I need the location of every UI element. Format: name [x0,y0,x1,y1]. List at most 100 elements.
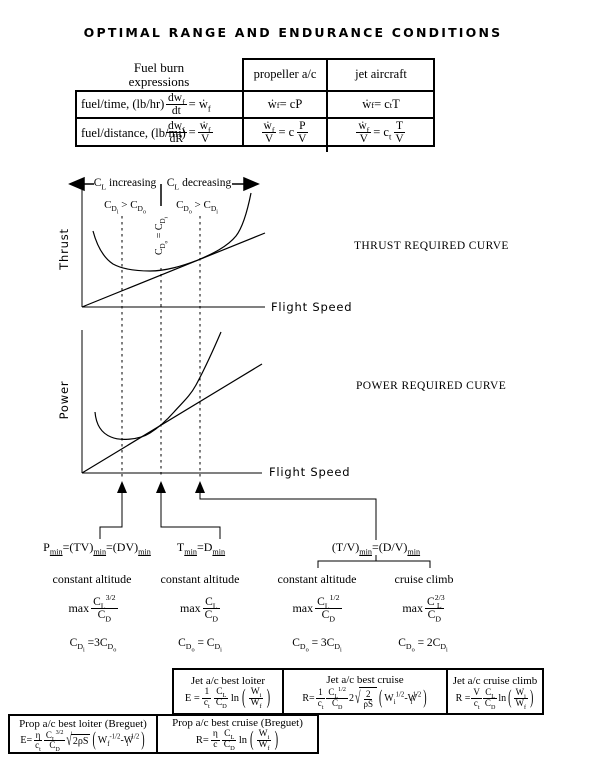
prop-best-cruise-equation: R= η c CL CD ln ( Wi Wf ) [196,729,279,752]
connector-pmin [99,493,123,539]
fraction: V ct [471,687,482,711]
fraction: CL CD [214,686,229,709]
fraction: C2/3L CD [425,594,445,624]
numerator: CL [222,729,237,741]
eq-fuel-distance-propeller: ẇf V = c P V [243,118,327,147]
numerator: CL [214,686,229,699]
jet-best-loiter-box: Jet a/c best loiter E = 1 ct CL CD ln ( … [172,668,284,715]
eq-fuel-distance-jet: ẇf V = ct T V [327,118,435,147]
up-arrow-3 [195,481,205,493]
denominator: CD [321,609,335,624]
thrust-axes [81,185,265,308]
box-title: Jet a/c best cruise [326,673,404,686]
condition-label-3: constant altitude [277,572,357,586]
denominator: V [359,133,368,145]
jet-cruise-climb-box: Jet a/c cruise climb R = V ct CL CD ln (… [446,668,544,715]
fraction: Wi Wf [248,686,264,709]
power-plot [81,331,263,474]
equation-mid: = c [278,125,295,139]
equation-lhs: R= [302,692,315,704]
box-title: Jet a/c cruise climb [452,675,538,688]
tmin-label: Tmin=Dmin [176,540,226,557]
radical-sign: √ [354,688,361,708]
close-paren: ) [423,687,427,709]
numerator: 1 [202,686,212,699]
power-axis-label: Power [57,380,71,420]
fraction: Wi Wf [256,729,272,752]
max-expression-4: max C2/3L CD [378,594,468,624]
connector-tmin [160,493,221,539]
numerator: ẇf [261,119,277,135]
max-expression-2: max CL CD [155,596,245,624]
denominator: ρS [363,699,373,709]
denominator: dR [169,133,184,145]
weight-terms: Wi1/2-Wf1/2 [384,691,422,706]
speed-marker-arrows [117,481,205,493]
numerator: CL3/2 [91,593,118,611]
power-required-curve [94,331,222,440]
thrust-curve-caption: THRUST REQUIRED CURVE [354,240,509,252]
fraction: CL CD [203,596,220,624]
ln-function: ln [230,692,240,704]
cl-arrow-right-head [243,176,260,192]
denominator: CD [223,740,235,752]
square-root: √ 2ρS [66,731,91,750]
ln-function: ln [498,692,507,704]
equation-lhs: E = [184,692,200,704]
connector-tv-min [199,493,377,540]
thrust-x-axis-label: Flight Speed [271,300,353,314]
corner-line2: expressions [128,74,190,89]
denominator: CD [484,697,496,711]
equation: max CL3/2 CD [68,593,118,623]
numerator: η [33,729,43,741]
jet-best-loiter-equation: E = 1 ct CL CD ln ( Wi Wf ) [184,686,271,710]
drag-region-center-label: CDo = CDi [154,206,169,266]
denominator: dt [171,105,181,117]
cl-increasing-label: CL increasing [93,177,157,192]
denominator: V [395,133,404,145]
fraction: CL1/2 CD [326,687,348,711]
denominator: ct [473,697,480,711]
denominator: CD [427,609,441,624]
drag-region-right-label: CDo > CDi [176,199,218,216]
box-title: Prop a/c best cruise (Breguet) [172,717,303,730]
equation-lhs: R = [455,692,471,704]
equation-rhs: = ẇf [188,97,211,114]
up-arrow-1 [117,481,127,493]
denominator: CD [204,609,218,624]
fraction: ẇf V [261,119,277,145]
fraction: ẇf V [197,120,213,145]
close-paren: ) [141,729,145,752]
numerator: η [210,729,220,741]
fraction: η ct [33,729,43,753]
numerator: T [394,119,406,133]
denominator: V [298,133,307,145]
drag-relation-1: CDi =3CDo [69,637,117,654]
equation-lhs: E= [20,735,33,746]
fraction: CL1/2 CD [315,594,342,624]
equation: ẇf V = ct T V [356,119,406,145]
jet-best-cruise-equation: R= 1 ct CL1/2 CD 2 √ 2 ρS ( Wi1/2-Wf [302,686,427,711]
numerator: P [297,119,308,133]
fraction: dwf dR [166,120,187,145]
denominator: ct [203,697,210,710]
open-paren: ( [92,729,96,752]
denominator: CD [331,697,343,711]
drag-relation-2: CDo = CDi [178,637,222,654]
up-arrow-2 [156,481,166,493]
fuel-table-grid [75,58,435,152]
coefficient: 2 [348,692,354,704]
page-title: OPTIMAL RANGE AND ENDURANCE CONDITIONS [83,25,503,40]
pmin-label: Pmin=(TV)min=(DV)min [43,540,151,557]
fraction: 1 ct [202,686,212,710]
radical-sign: √ [66,731,72,750]
max-word: max [180,601,201,616]
jet-cruise-climb-equation: R = V ct CL CD ln ( Wi Wf ) [455,687,535,711]
numerator: CL [203,596,220,611]
numerator: Wi [248,686,264,699]
fraction: 2 ρS [361,689,375,710]
equation-mid: = ct [373,125,392,142]
thrust-required-curve [92,192,252,272]
condition-dashed-lines [121,216,201,478]
